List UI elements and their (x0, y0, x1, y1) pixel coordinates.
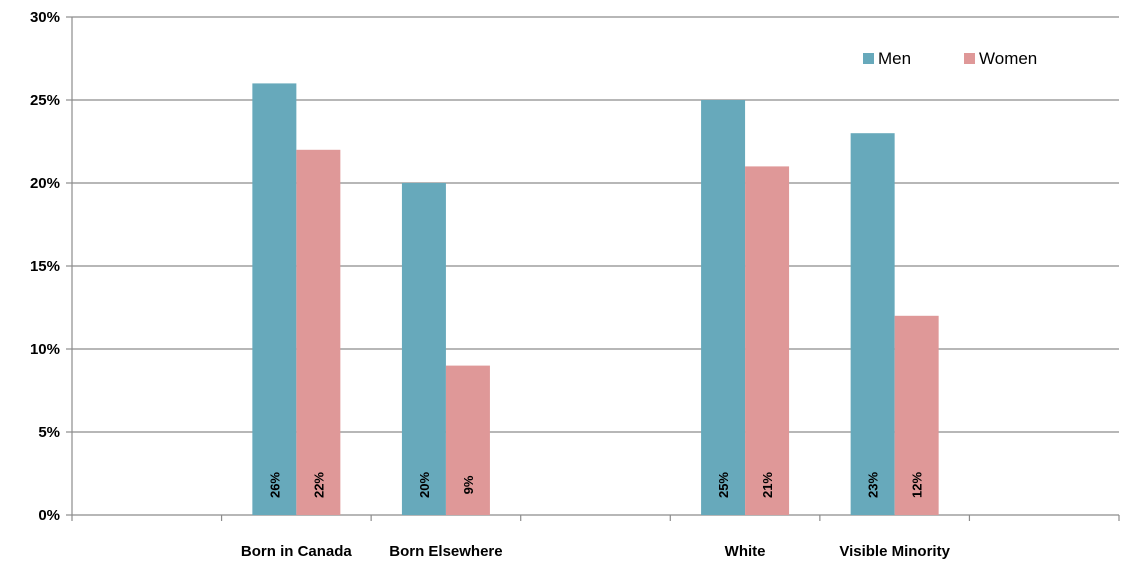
bar-men (701, 100, 746, 515)
data-label: 21% (760, 472, 775, 498)
bar-men (850, 133, 895, 515)
y-tick-label: 15% (30, 258, 60, 275)
y-tick-label: 10% (30, 341, 60, 358)
bar-women (445, 365, 490, 515)
y-tick-label: 30% (30, 9, 60, 26)
data-label: 20% (417, 472, 432, 498)
data-label: 25% (716, 472, 731, 498)
data-label: 26% (267, 472, 282, 498)
bar-women (296, 149, 341, 516)
bar-men (252, 83, 297, 516)
legend-label-men: Men (878, 49, 911, 68)
y-tick-label: 5% (38, 424, 60, 441)
data-label: 22% (311, 472, 326, 498)
y-tick-label: 25% (30, 92, 60, 109)
category-label: Visible Minority (839, 543, 950, 560)
bar-women (894, 315, 939, 515)
y-tick-label: 20% (30, 175, 60, 192)
category-label: Born Elsewhere (389, 543, 502, 560)
data-label: 9% (461, 475, 476, 494)
category-label: Born in Canada (241, 543, 353, 560)
data-label: 23% (866, 472, 881, 498)
category-label: White (725, 543, 766, 560)
legend-label-women: Women (979, 49, 1037, 68)
legend-swatch-men (863, 53, 874, 64)
legend-swatch-women (964, 53, 975, 64)
bar-women (745, 166, 790, 515)
bar-men (401, 183, 446, 515)
y-tick-label: 0% (38, 507, 60, 524)
data-label: 12% (910, 472, 925, 498)
